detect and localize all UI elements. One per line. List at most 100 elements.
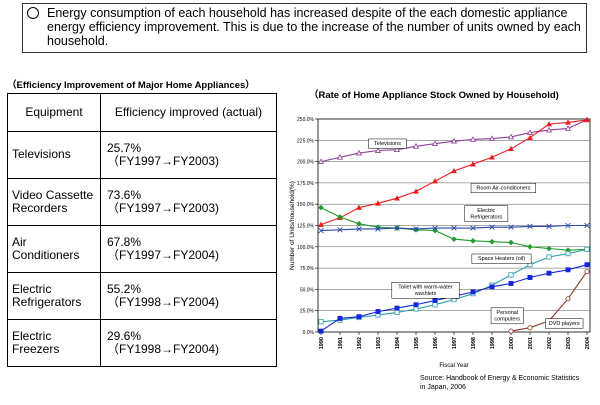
- data-point: [413, 188, 419, 194]
- x-tick-label: 1994: [395, 336, 401, 349]
- data-point: [527, 243, 533, 250]
- header-equipment: Equipment: [7, 93, 101, 132]
- chart-svg: 0.0% 25.0% 50.0% 75.0% 100.0% 125.0% 150.0% 175…: [289, 116, 591, 369]
- annotation-label: Refrigerators: [470, 214, 502, 220]
- data-point: [565, 119, 571, 125]
- data-point: [413, 302, 419, 308]
- x-tick-label: 1991: [338, 337, 344, 349]
- data-point: [451, 167, 457, 174]
- y-axis-label: Number of Units/household(%): [289, 181, 296, 270]
- efficiency-cell: 55.2% （FY1998→FY2004): [100, 272, 277, 320]
- data-point: [375, 224, 381, 231]
- efficiency-period: （FY1997→FY2004): [107, 248, 220, 262]
- data-point: [355, 149, 363, 156]
- annotation-label: Room Air-conditioners: [476, 185, 530, 191]
- annotation-label: DVD players: [549, 321, 580, 327]
- annotation-box: [464, 205, 509, 222]
- table-row: Video Cassette Recorders 73.6% （FY1997→FY2…: [7, 178, 277, 226]
- data-point: [470, 238, 476, 244]
- bullet-circle-icon: [27, 7, 39, 19]
- data-point: [489, 154, 495, 160]
- data-point: [337, 227, 343, 233]
- data-point: [546, 121, 552, 127]
- x-tick-label: 1995: [414, 337, 420, 349]
- data-point: [470, 161, 476, 167]
- data-point: [488, 135, 496, 141]
- data-point: [508, 239, 514, 246]
- stock-chart: 0.0% 25.0% 50.0% 75.0% 100.0% 125.0% 150.0% 175…: [282, 98, 600, 400]
- data-point: [413, 306, 419, 312]
- annotation-label: Space Heaters (oil): [478, 256, 525, 262]
- efficiency-period: （FY1998→FY2004): [107, 342, 220, 356]
- y-tick-label: 100.0%: [297, 245, 315, 251]
- x-tick-label: 1998: [471, 337, 477, 349]
- data-point: [394, 195, 400, 201]
- equipment-cell: Electric Refrigerators: [7, 272, 101, 320]
- x-tick-label: 2003: [566, 337, 572, 349]
- x-tick-label: 1993: [376, 337, 382, 349]
- table-row: Electric Freezers 29.6% （FY1998→FY2004): [7, 319, 277, 367]
- data-point: [546, 223, 552, 230]
- x-tick-label: 2004: [585, 336, 591, 349]
- data-point: [318, 328, 324, 334]
- data-point: [546, 270, 552, 276]
- data-point: [318, 204, 324, 211]
- data-point: [432, 298, 438, 303]
- data-point: [489, 284, 495, 290]
- data-point: [356, 204, 362, 210]
- data-point: [527, 223, 533, 230]
- table-body: Televisions 25.7% （FY1997→FY2003) Video Cas…: [7, 131, 277, 367]
- data-point: [318, 221, 324, 227]
- annotation-box: [545, 318, 584, 329]
- data-point: [469, 136, 477, 142]
- data-point: [565, 296, 571, 302]
- source-note: Source: Handbook of Energy & Economic St…: [420, 375, 579, 392]
- annotation-label: Personal: [496, 310, 518, 316]
- data-point: [508, 272, 514, 278]
- data-point: [470, 225, 476, 231]
- data-point: [564, 125, 572, 131]
- table-header-row: Equipment Efficiency improved (actual): [7, 93, 277, 132]
- efficiency-cell: 67.8% （FY1997→FY2004): [100, 225, 277, 273]
- y-tick-label: 50.0%: [300, 287, 315, 293]
- data-point: [584, 246, 590, 252]
- equipment-cell: Televisions: [7, 131, 101, 179]
- x-axis-label: Fiscal Year: [439, 363, 468, 369]
- data-point: [394, 225, 400, 231]
- chart-title: （Rate of Home Appliance Stock Owned by H…: [309, 90, 559, 101]
- efficiency-cell: 25.7% （FY1997→FY2003): [100, 131, 277, 179]
- data-point: [394, 305, 400, 311]
- data-point: [546, 254, 552, 260]
- data-point: [508, 224, 514, 230]
- annotation-label: Toilet with warm-water: [398, 284, 453, 290]
- data-point: [431, 140, 439, 147]
- efficiency-value: 73.6%: [107, 187, 142, 202]
- y-tick-label: 125.0%: [297, 224, 315, 230]
- equipment-cell: Video Cassette Recorders: [7, 178, 101, 226]
- data-point: [356, 220, 362, 227]
- efficiency-table: Equipment Efficiency improved (actual) T…: [7, 93, 277, 367]
- data-point: [584, 116, 590, 123]
- table-row: Televisions 25.7% （FY1997→FY2003): [7, 131, 277, 179]
- efficiency-value: 25.7%: [107, 140, 142, 155]
- data-point: [318, 319, 324, 325]
- y-tick-label: 225.0%: [297, 138, 315, 144]
- y-tick-label: 250.0%: [297, 117, 315, 123]
- x-tick-label: 1997: [452, 337, 458, 349]
- data-point: [375, 200, 381, 206]
- source-line-1: Source: Handbook of Energy & Economic St…: [420, 375, 580, 382]
- data-point: [394, 309, 400, 315]
- efficiency-period: （FY1998→FY2004): [107, 295, 220, 309]
- x-tick-label: 1996: [433, 337, 439, 349]
- data-point: [489, 224, 495, 230]
- data-point: [337, 214, 343, 220]
- annotation-label: computers: [494, 317, 520, 323]
- y-tick-label: 200.0%: [297, 160, 315, 166]
- data-point: [565, 267, 571, 273]
- data-point: [527, 275, 533, 280]
- data-point: [412, 143, 420, 149]
- data-point: [508, 145, 514, 152]
- data-point: [432, 302, 438, 308]
- data-point: [545, 126, 553, 133]
- y-tick-label: 150.0%: [297, 202, 315, 208]
